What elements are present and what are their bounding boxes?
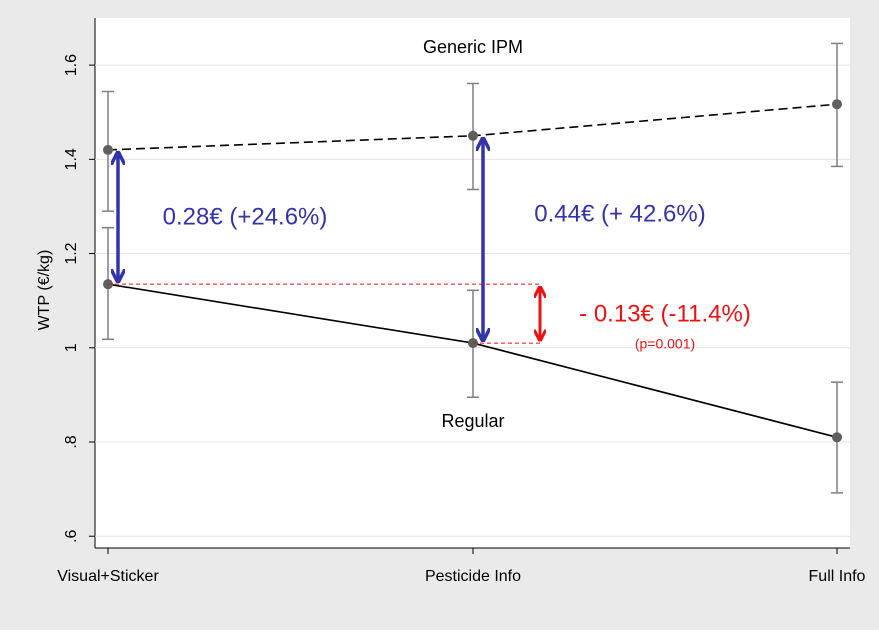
marker: [832, 432, 842, 443]
y-tick-label: 1.2: [63, 242, 80, 264]
series-label: Regular: [441, 411, 504, 431]
y-tick-label: .6: [63, 529, 80, 542]
annotation: (p=0.001): [635, 336, 695, 352]
y-axis-label: WTP (€/kg): [36, 250, 53, 331]
x-tick-label: Visual+Sticker: [57, 568, 159, 585]
annotation: 0.28€ (+24.6%): [163, 203, 328, 230]
marker: [468, 130, 478, 141]
marker: [103, 144, 113, 155]
y-tick-label: .8: [63, 435, 80, 448]
y-tick-label: 1.4: [63, 148, 80, 170]
y-tick-label: 1: [63, 343, 80, 352]
y-tick-label: 1.6: [63, 54, 80, 76]
marker: [832, 99, 842, 110]
x-tick-label: Pesticide Info: [425, 568, 521, 585]
x-tick-label: Full Info: [809, 568, 866, 585]
annotation: 0.44€ (+ 42.6%): [534, 200, 705, 227]
annotation: - 0.13€ (-11.4%): [579, 300, 751, 327]
series-label: Generic IPM: [423, 37, 523, 57]
